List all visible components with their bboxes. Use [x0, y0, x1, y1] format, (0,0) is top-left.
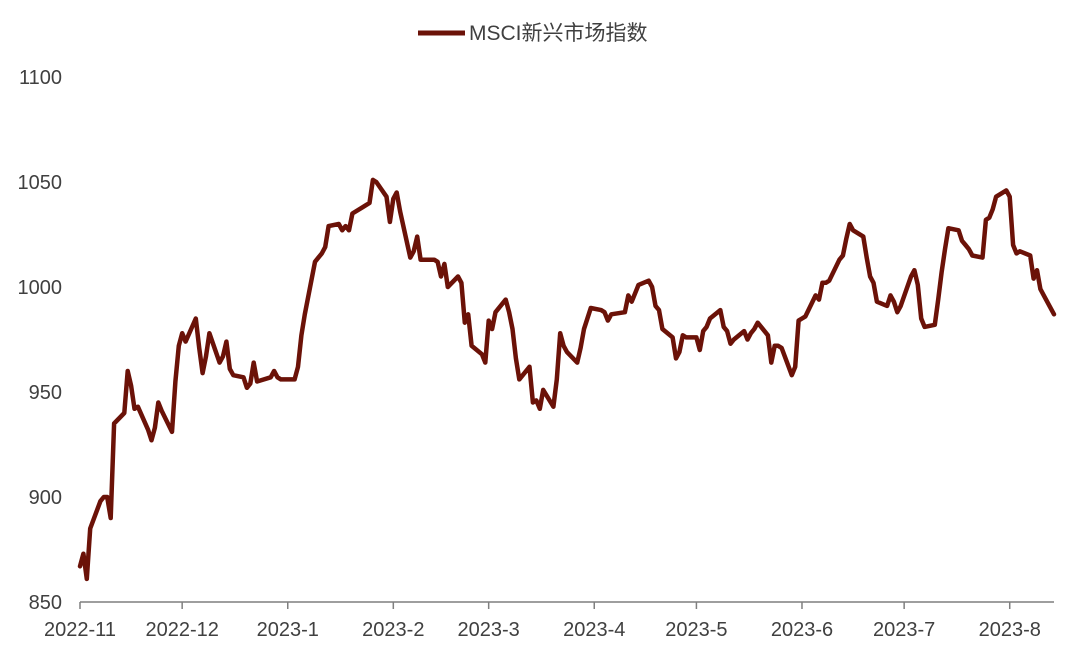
y-tick-label: 900 — [29, 487, 62, 509]
x-tick-label: 2023-4 — [563, 619, 625, 641]
x-tick-label: 2023-3 — [458, 619, 520, 641]
x-tick-label: 2023-5 — [665, 619, 727, 641]
x-tick-label: 2023-8 — [979, 619, 1041, 641]
x-tick-label: 2023-2 — [362, 619, 424, 641]
x-tick-label: 2022-11 — [44, 619, 116, 641]
legend: MSCI新兴市场指数 — [418, 22, 648, 45]
y-tick-label: 1000 — [18, 277, 63, 299]
y-axis-tick-labels: 850 900 950 1000 1050 1100 — [18, 67, 63, 614]
series-line — [77, 177, 1057, 582]
y-tick-label: 1050 — [18, 172, 63, 194]
x-tick-label: 2023-6 — [771, 619, 833, 641]
x-axis-ticks: 2022-11 2022-12 2023-1 2023-2 2023-3 2023-4 20… — [44, 602, 1041, 641]
y-tick-label: 950 — [29, 382, 62, 404]
x-tick-label: 2022-12 — [145, 619, 218, 641]
y-tick-label: 850 — [29, 592, 62, 614]
x-tick-label: 2023-1 — [257, 619, 319, 641]
x-tick-label: 2023-7 — [873, 619, 935, 641]
y-tick-label: 1100 — [19, 67, 62, 89]
data-points — [78, 178, 1056, 581]
legend-label: MSCI新兴市场指数 — [469, 22, 648, 45]
